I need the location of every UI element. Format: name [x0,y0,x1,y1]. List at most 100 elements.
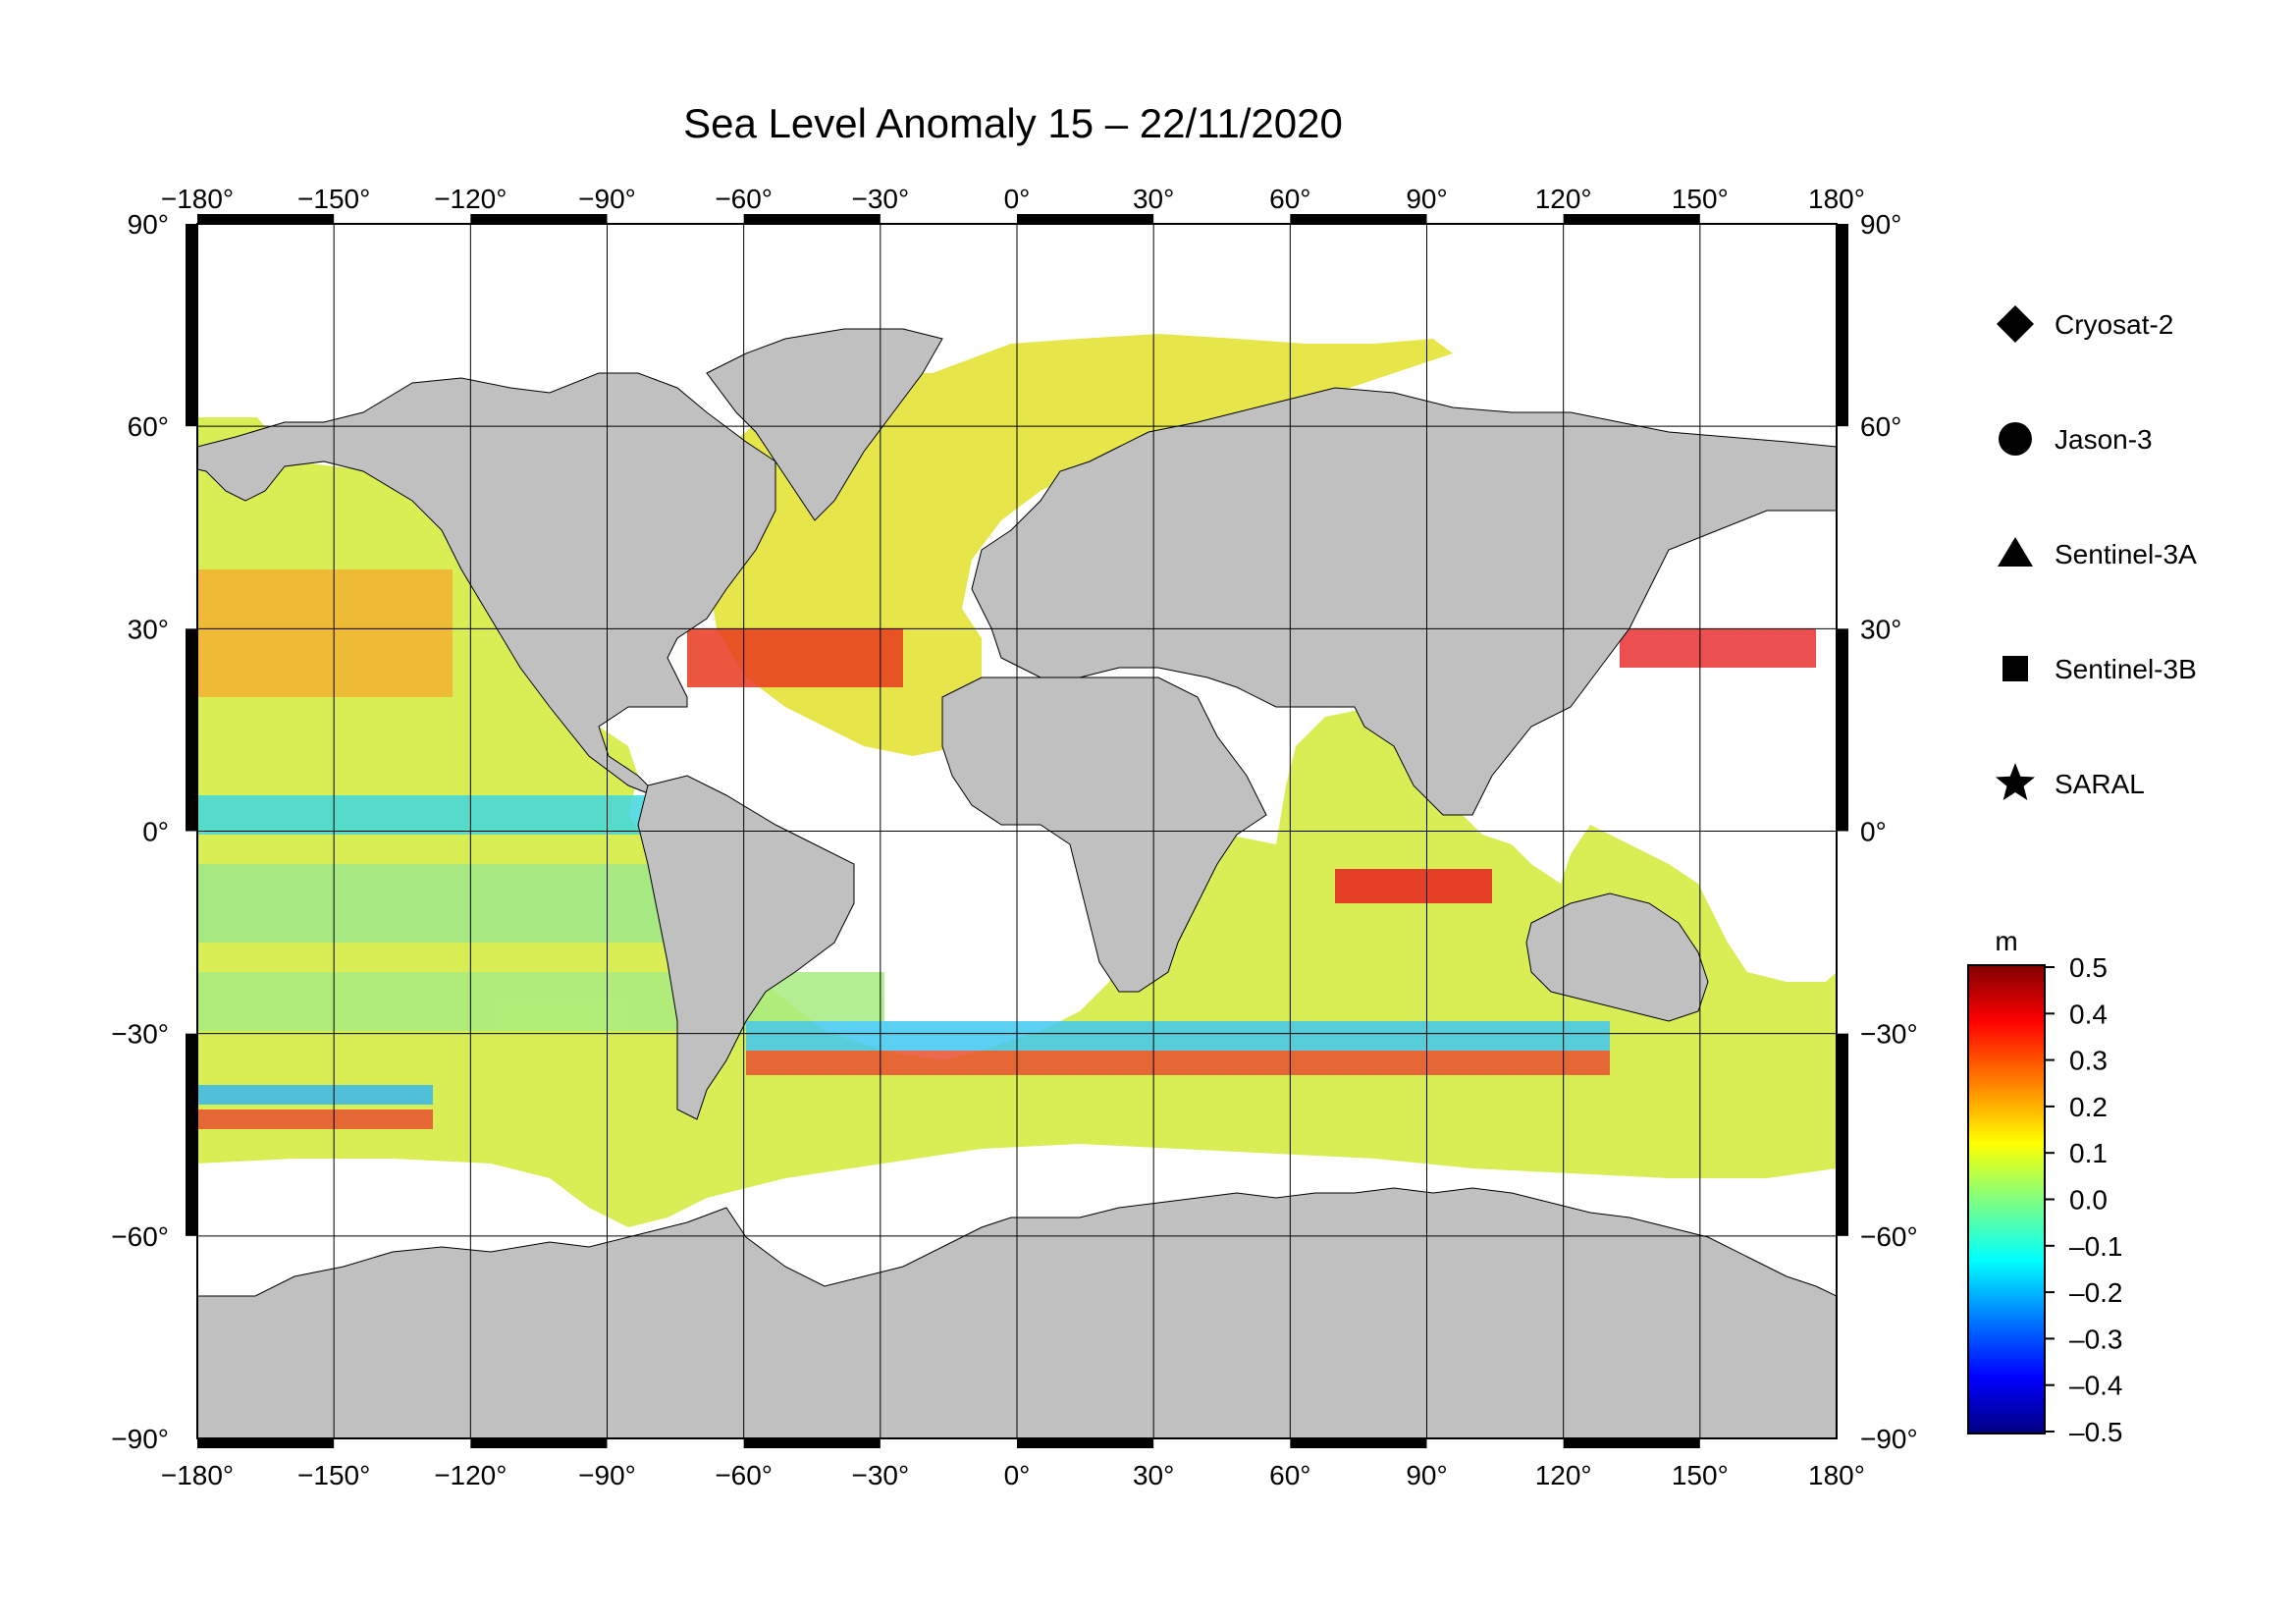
colorbar-tick-label: 0.0 [2069,1185,2108,1216]
longitude-tick-label: 60° [1269,1460,1310,1490]
gulf-stream-band-red [687,628,903,687]
latitude-labels-left: 90° 60° 30° 0° −30° −60° −90° [111,209,169,1454]
longitude-tick-label: 30° [1133,184,1174,214]
latitude-tick-label: 0° [142,817,169,847]
longitude-tick-label: −60° [715,1460,773,1490]
longitude-tick-label: −180° [161,1460,234,1490]
frame-bar-left [186,224,197,427]
frame-bar-top [197,214,335,224]
latitude-tick-label: 30° [1860,614,1901,644]
legend-item-jason-3: Jason-3 [1999,422,2153,456]
land-africa [941,676,1267,993]
frame-bar-bottom [1017,1438,1154,1448]
frame-bar-top [743,214,881,224]
longitude-labels-top: −180° −150° −120° −90° −60° −30° 0° 30° 60° 90° 12… [161,184,1865,214]
colorbar-tick-label: 0.3 [2069,1046,2108,1076]
longitude-labels-bottom: −180° −150° −120° −90° −60° −30° 0° 30° 60° 90° 12… [161,1460,1865,1490]
colorbar-tick-label: 0.1 [2069,1138,2108,1168]
longitude-tick-label: 0° [1004,184,1031,214]
longitude-tick-label: −150° [297,184,370,214]
pacific-equatorial-band-green [197,864,688,943]
latitude-tick-label: −60° [111,1221,169,1252]
colorbar-tick-label: –0.3 [2069,1324,2123,1354]
southwest-pacific-band-red [197,1109,433,1129]
southwest-pacific-band-cyan [197,1085,433,1105]
square-marker-icon [2002,656,2028,681]
legend-label: Sentinel-3B [2055,654,2197,684]
longitude-tick-label: −60° [715,184,773,214]
land-north-america [197,372,776,806]
satellite-legend: Cryosat-2 Jason-3 Sentinel-3A Sentinel-3B SA… [1996,305,2197,800]
map-title: Sea Level Anomaly 15 – 22/11/2020 [683,100,1343,146]
latitude-tick-label: 30° [128,614,169,644]
colorbar-unit: m [1995,926,2017,956]
frame-bar-bottom [743,1438,881,1448]
circle-marker-icon [1999,422,2032,456]
longitude-tick-label: 0° [1004,1460,1031,1490]
latitude-tick-label: −30° [1860,1019,1918,1050]
longitude-tick-label: 180° [1808,184,1865,214]
latitude-tick-label: 60° [128,411,169,442]
longitude-tick-label: −30° [851,1460,909,1490]
legend-label: Jason-3 [2055,424,2153,455]
longitude-tick-label: 120° [1535,184,1592,214]
latitude-tick-label: −60° [1860,1221,1918,1252]
pacific-equatorial-band-cyan [197,795,649,835]
longitude-tick-label: 90° [1406,1460,1447,1490]
colorbar-tick-label: –0.1 [2069,1231,2123,1262]
colorbar-tick-label: –0.5 [2069,1417,2123,1447]
frame-bar-top [1017,214,1154,224]
legend-label: SARAL [2055,769,2145,799]
longitude-tick-label: 180° [1808,1460,1865,1490]
indian-ocean-band-red [1335,869,1492,903]
frame-bar-left [186,628,197,832]
southern-ocean-band-cyan [746,1021,1610,1051]
legend-item-cryosat-2: Cryosat-2 [1997,305,2173,343]
longitude-tick-label: 60° [1269,184,1310,214]
longitude-tick-label: −120° [434,184,507,214]
north-pacific-band-orange [197,569,453,697]
longitude-tick-label: 30° [1133,1460,1174,1490]
latitude-tick-label: −90° [111,1424,169,1454]
frame-bar-right [1837,628,1848,832]
frame-bar-top [470,214,608,224]
frame-bar-bottom [1290,1438,1427,1448]
star-marker-icon [1996,763,2035,800]
frame-bar-bottom [197,1438,335,1448]
latitude-tick-label: −90° [1860,1424,1918,1454]
latitude-labels-right: 90° 60° 30° 0° −30° −60° −90° [1860,209,1918,1454]
colorbar-ticks: 0.5 0.4 0.3 0.2 0.1 0.0 –0.1 –0.2 –0.3 –0.4 –0.5 [2045,952,2123,1447]
legend-item-sentinel-3b: Sentinel-3B [2002,654,2197,684]
land-greenland [706,328,943,521]
frame-bar-top [1563,214,1700,224]
colorbar-tick-label: 0.2 [2069,1092,2108,1122]
longitude-tick-label: −30° [851,184,909,214]
legend-label: Sentinel-3A [2055,539,2197,569]
longitude-tick-label: −180° [161,184,234,214]
longitude-tick-label: −120° [434,1460,507,1490]
graticule [197,224,1837,1438]
land-australia [1525,893,1709,1022]
legend-item-saral: SARAL [1996,763,2145,800]
latitude-tick-label: −30° [111,1019,169,1050]
diamond-marker-icon [1997,305,2034,343]
latitude-tick-label: 0° [1860,817,1887,847]
longitude-tick-label: −150° [297,1460,370,1490]
longitude-tick-label: −90° [578,1460,636,1490]
colorbar-tick-label: –0.4 [2069,1371,2123,1401]
colorbar-tick-label: 0.5 [2069,952,2108,983]
kuroshio-band-red [1620,628,1816,668]
colorbar: m 0.5 0.4 0.3 0.2 0.1 0.0 –0.1 –0.2 –0.3 –0.4 –0.5 [1967,926,2123,1447]
triangle-marker-icon [1998,537,2033,567]
latitude-tick-label: 90° [1860,209,1901,240]
longitude-tick-label: −90° [578,184,636,214]
land-europe-asia [971,387,1837,816]
legend-label: Cryosat-2 [2055,309,2173,340]
frame-bar-right [1837,224,1848,427]
longitude-tick-label: 150° [1672,184,1729,214]
map-frame-bars [186,214,1848,1448]
frame-bar-bottom [1563,1438,1700,1448]
colorbar-gradient [1967,964,2046,1434]
latitude-tick-label: 60° [1860,411,1901,442]
